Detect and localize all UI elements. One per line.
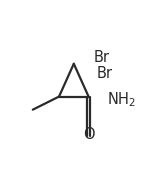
Text: O: O [83, 127, 94, 143]
Text: Br: Br [93, 50, 110, 65]
Text: NH$_2$: NH$_2$ [107, 91, 136, 109]
Text: Br: Br [97, 66, 113, 81]
